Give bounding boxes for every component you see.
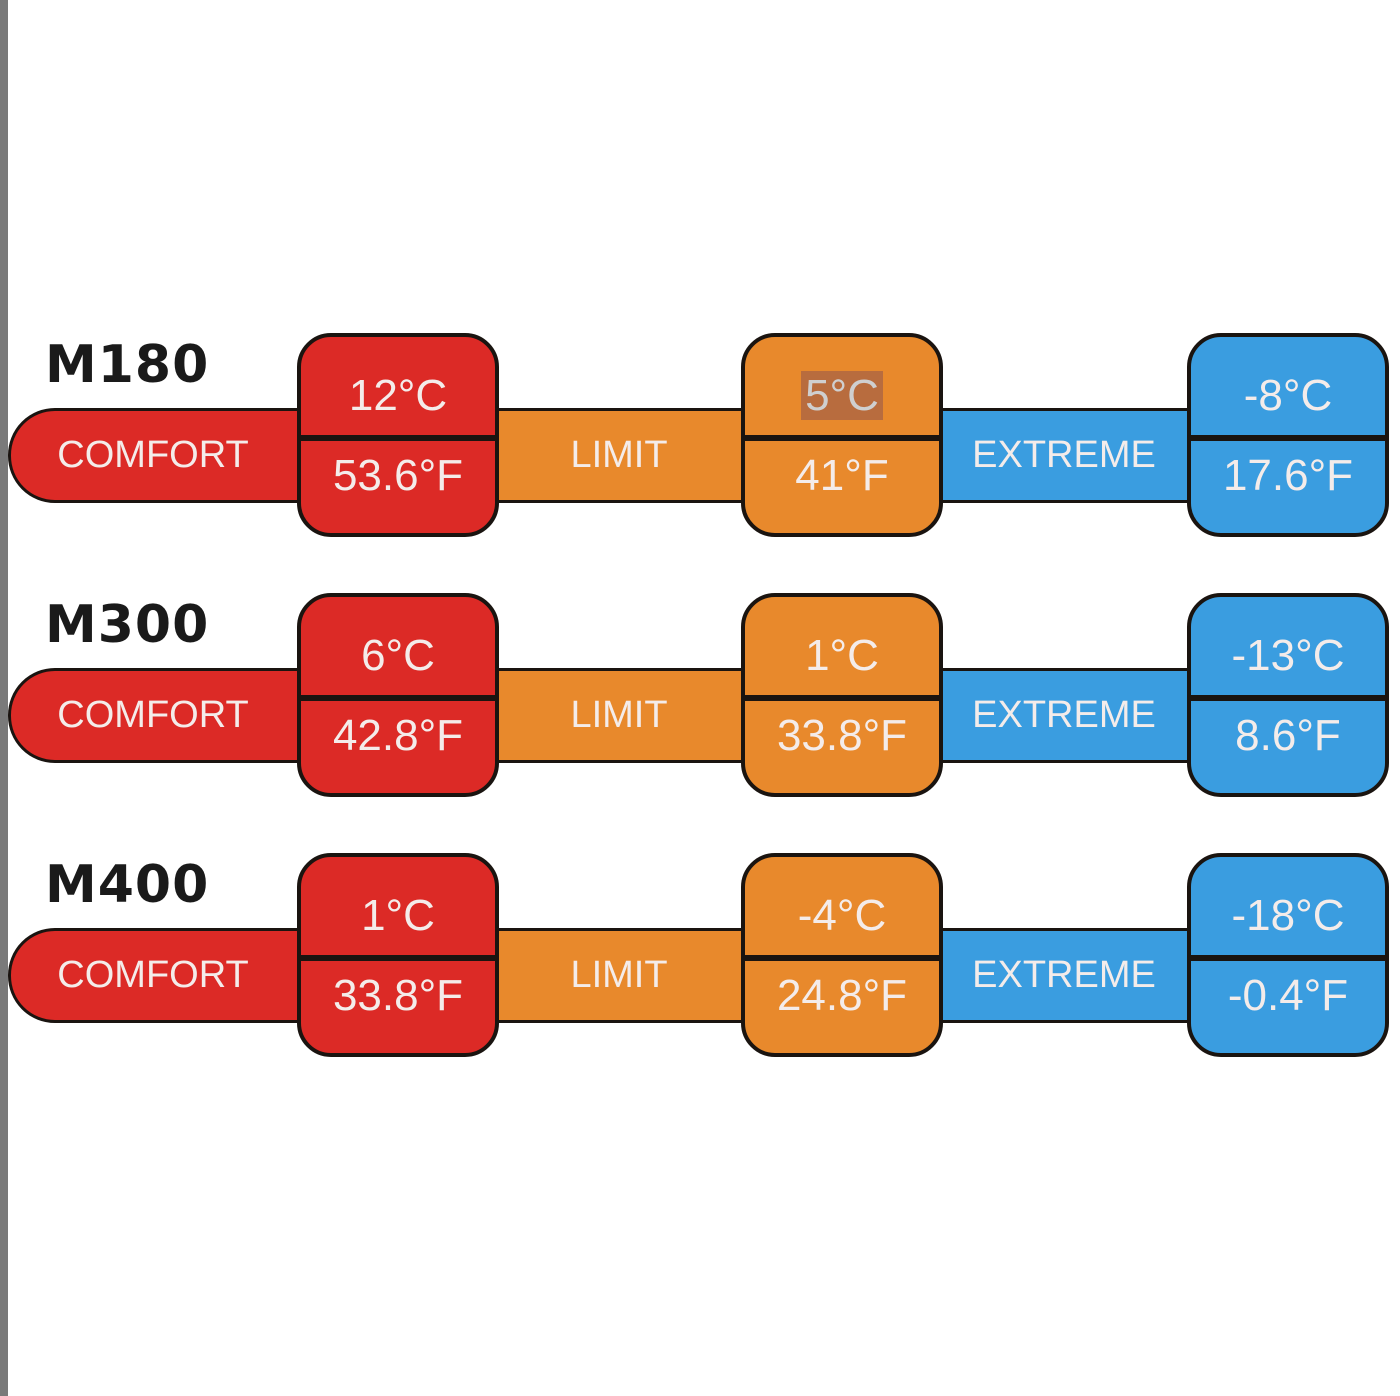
limit-value-box: 1°C 33.8°F: [741, 593, 943, 797]
divider: [745, 435, 939, 441]
limit-label: LIMIT: [570, 694, 668, 736]
extreme-fahrenheit: 8.6°F: [1235, 711, 1341, 760]
limit-celsius: 5°C: [745, 371, 939, 421]
limit-celsius: 1°C: [745, 631, 939, 681]
comfort-value-box: 12°C 53.6°F: [297, 333, 499, 537]
comfort-bar: [8, 408, 314, 503]
comfort-celsius: 12°C: [301, 371, 495, 421]
model-name: M180: [45, 335, 210, 395]
left-edge-bar: [0, 0, 8, 1396]
extreme-celsius: -13°C: [1191, 631, 1385, 681]
divider: [301, 695, 495, 701]
extreme-celsius: -8°C: [1191, 371, 1385, 421]
celsius-value: -4°C: [797, 891, 887, 940]
comfort-value-box: 6°C 42.8°F: [297, 593, 499, 797]
divider: [1191, 955, 1385, 961]
celsius-value: -8°C: [1243, 371, 1333, 420]
limit-bar: [490, 928, 750, 1023]
comfort-bar: [8, 928, 314, 1023]
comfort-celsius: 1°C: [301, 891, 495, 941]
limit-fahrenheit: 41°F: [795, 451, 889, 500]
celsius-value: 6°C: [361, 631, 435, 680]
extreme-label: EXTREME: [972, 954, 1156, 996]
comfort-celsius: 6°C: [301, 631, 495, 681]
divider: [1191, 435, 1385, 441]
comfort-label: COMFORT: [57, 434, 249, 476]
model-name: M300: [45, 595, 210, 655]
divider: [301, 435, 495, 441]
extreme-bar: [935, 668, 1195, 763]
comfort-fahrenheit: 53.6°F: [332, 451, 464, 500]
celsius-value: -18°C: [1231, 891, 1345, 940]
comfort-value-box: 1°C 33.8°F: [297, 853, 499, 1057]
extreme-fahrenheit: -0.4°F: [1227, 971, 1349, 1020]
extreme-fahrenheit: 17.6°F: [1222, 451, 1354, 500]
limit-bar: [490, 408, 750, 503]
limit-bar: [490, 668, 750, 763]
model-name: M400: [45, 855, 210, 915]
divider: [1191, 695, 1385, 701]
limit-value-box: 5°C 41°F: [741, 333, 943, 537]
extreme-bar: [935, 928, 1195, 1023]
extreme-label: EXTREME: [972, 434, 1156, 476]
divider: [301, 955, 495, 961]
rating-row: M180 COMFORT 12°C 53.6°F LIMIT 5°C 41°F EXTREME…: [0, 333, 1400, 537]
celsius-value: 12°C: [348, 371, 448, 420]
rating-row: M300 COMFORT 6°C 42.8°F LIMIT 1°C 33.8°F EXTREM…: [0, 593, 1400, 797]
limit-label: LIMIT: [570, 954, 668, 996]
comfort-fahrenheit: 42.8°F: [332, 711, 464, 760]
divider: [745, 955, 939, 961]
limit-fahrenheit: 33.8°F: [776, 711, 908, 760]
comfort-label: COMFORT: [57, 694, 249, 736]
comfort-label: COMFORT: [57, 954, 249, 996]
extreme-bar: [935, 408, 1195, 503]
extreme-label: EXTREME: [972, 694, 1156, 736]
limit-label: LIMIT: [570, 434, 668, 476]
limit-celsius: -4°C: [745, 891, 939, 941]
comfort-bar: [8, 668, 314, 763]
comfort-fahrenheit: 33.8°F: [332, 971, 464, 1020]
celsius-value: 5°C: [801, 371, 883, 420]
celsius-value: 1°C: [805, 631, 879, 680]
divider: [745, 695, 939, 701]
extreme-value-box: -18°C -0.4°F: [1187, 853, 1389, 1057]
extreme-celsius: -18°C: [1191, 891, 1385, 941]
extreme-value-box: -8°C 17.6°F: [1187, 333, 1389, 537]
celsius-value: 1°C: [361, 891, 435, 940]
extreme-value-box: -13°C 8.6°F: [1187, 593, 1389, 797]
limit-value-box: -4°C 24.8°F: [741, 853, 943, 1057]
celsius-value: -13°C: [1231, 631, 1345, 680]
limit-fahrenheit: 24.8°F: [776, 971, 908, 1020]
rating-row: M400 COMFORT 1°C 33.8°F LIMIT -4°C 24.8°F EXTRE…: [0, 853, 1400, 1057]
